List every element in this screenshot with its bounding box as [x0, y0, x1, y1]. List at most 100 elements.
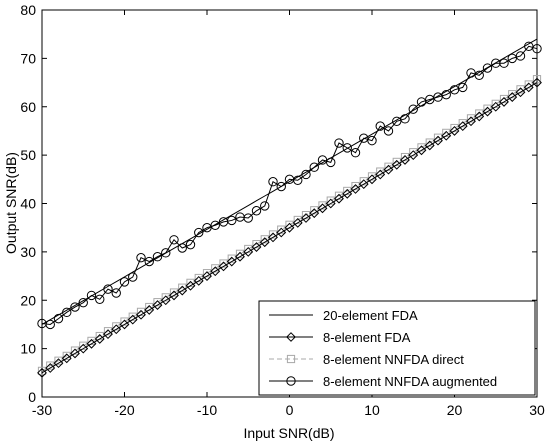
series-nnfda-augmented-point	[268, 177, 278, 187]
series-nnfda-direct-point	[194, 273, 203, 283]
series-nnfda-direct-line	[41, 78, 538, 372]
series-8-element-fda-point	[103, 329, 113, 340]
series-8-element-fda-point	[70, 348, 80, 359]
series-nnfda-augmented-point	[342, 143, 352, 153]
legend: 20-element FDA 8-element FDA 8-element NNF…	[258, 300, 536, 396]
series-nnfda-direct-point	[277, 225, 286, 234]
series-nnfda-augmented-point	[433, 92, 443, 102]
series-8-element-fda-point	[292, 217, 303, 228]
series-nnfda-augmented-point	[210, 220, 220, 230]
series-8-element-fda-point	[507, 92, 518, 102]
series-8-element-fda-point	[457, 121, 468, 132]
series-8-element-fda-point	[152, 300, 163, 310]
series-8-element-fda-point	[424, 140, 435, 151]
legend-label: 8-element FDA	[323, 330, 411, 345]
series-nnfda-augmented-point	[86, 290, 97, 301]
series-8-element-fda-point	[94, 334, 105, 344]
series-nnfda-direct-point	[235, 249, 245, 258]
series-nnfda-direct-point	[227, 254, 236, 263]
series-8-element-fda-point	[375, 169, 386, 180]
series-nnfda-direct-point	[145, 302, 154, 312]
series-8-element-fda-point	[86, 338, 97, 349]
series-8-element-fda-point	[383, 164, 394, 175]
series-nnfda-direct-point	[161, 293, 170, 302]
series-nnfda-augmented-point	[458, 82, 468, 93]
series-nnfda-augmented-point	[152, 252, 163, 262]
series-nnfda-direct-point	[450, 123, 459, 133]
x-tick-label: 30	[529, 402, 545, 418]
legend-swatch-marker	[286, 376, 296, 386]
legend-label: 8-element NNFDA direct	[323, 352, 464, 367]
series-8-element-fda-point	[515, 87, 526, 98]
series-8-element-fda-point	[523, 82, 534, 93]
series-8-element-fda-point	[169, 290, 179, 301]
y-tick-label: 20	[20, 292, 36, 308]
series-nnfda-augmented-point	[95, 294, 105, 304]
series-nnfda-direct-point	[202, 269, 212, 278]
series-nnfda-direct-point	[516, 85, 525, 94]
legend-label: 8-element NNFDA augmented	[323, 374, 497, 389]
series-nnfda-direct-point	[293, 215, 302, 225]
series-8-element-fda-point	[144, 305, 155, 315]
series-nnfda-direct-point	[334, 191, 344, 200]
x-tick-label: -30	[32, 402, 52, 418]
series-nnfda-direct-point	[87, 336, 96, 345]
series-nnfda-direct-point	[458, 119, 467, 128]
series-nnfda-augmented-point	[425, 94, 435, 105]
series-nnfda-augmented-point	[276, 181, 286, 192]
series-nnfda-augmented-point	[334, 138, 344, 148]
y-tick-label: 0	[28, 389, 36, 405]
series-nnfda-direct-point	[475, 109, 484, 118]
series-nnfda-direct-point	[343, 186, 352, 196]
series-nnfda-direct-point	[169, 288, 179, 297]
series-nnfda-direct-point	[384, 162, 393, 171]
series-8-element-fda-point	[251, 242, 262, 252]
series-8-element-fda-point	[474, 111, 485, 122]
series-8-element-fda-point	[284, 222, 295, 233]
series-8-element-fda-point	[193, 275, 204, 286]
series-8-element-fda-point	[210, 266, 221, 277]
series-nnfda-augmented-point	[515, 51, 526, 61]
series-8-element-fda-point	[301, 213, 311, 223]
series-nnfda-augmented-point	[202, 222, 212, 233]
series-nnfda-augmented-point	[375, 121, 385, 131]
x-axis-label: Input SNR(dB)	[243, 425, 334, 441]
series-nnfda-direct-point	[178, 283, 187, 292]
series-nnfda-augmented-point	[367, 135, 377, 146]
series-8-element-fda-point	[202, 271, 212, 281]
series-8-element-fda-point	[78, 343, 89, 354]
series-nnfda-direct-point	[318, 201, 327, 210]
series-nnfda-direct-point	[219, 259, 228, 268]
series-nnfda-augmented-point	[169, 235, 179, 245]
series-8-element-fda-point	[160, 295, 171, 306]
series-nnfda-direct-point	[136, 307, 146, 316]
y-axis-label: Output SNR(dB)	[3, 152, 19, 254]
series-nnfda-direct-point	[79, 341, 88, 350]
x-tick-label: 20	[447, 402, 463, 418]
series-nnfda-direct-point	[417, 143, 426, 152]
series-nnfda-augmented-point	[194, 227, 204, 238]
series-8-element-fda-point	[466, 116, 476, 127]
series-8-element-fda-point	[490, 101, 501, 112]
series-nnfda-direct-point	[483, 104, 492, 113]
series-nnfda-direct-point	[491, 99, 500, 108]
series-nnfda-direct-point	[367, 172, 377, 181]
series-8-element-fda-point	[177, 285, 188, 296]
series-nnfda-augmented-point	[119, 277, 130, 287]
series-nnfda-direct-point	[103, 327, 113, 336]
y-tick-label: 80	[20, 2, 36, 18]
series-nnfda-direct-point	[260, 235, 269, 244]
series-nnfda-direct-point	[433, 133, 443, 142]
series-8-element-fda	[37, 77, 542, 378]
series-nnfda-direct-point	[112, 322, 121, 331]
series-nnfda-augmented-point	[111, 288, 121, 298]
series-nnfda-augmented-point	[243, 213, 253, 223]
y-tick-label: 10	[20, 341, 36, 357]
series-8-element-fda-point	[391, 159, 402, 170]
series-8-element-fda-point	[334, 193, 344, 204]
series-nnfda-augmented-point	[293, 175, 303, 185]
series-nnfda-direct-point	[95, 331, 104, 341]
series-nnfda-direct-point	[326, 196, 335, 205]
axis-layer: -30 -20 -10 0 10 20 30 0 10 20 30 40 50 60 70 80	[20, 2, 545, 418]
